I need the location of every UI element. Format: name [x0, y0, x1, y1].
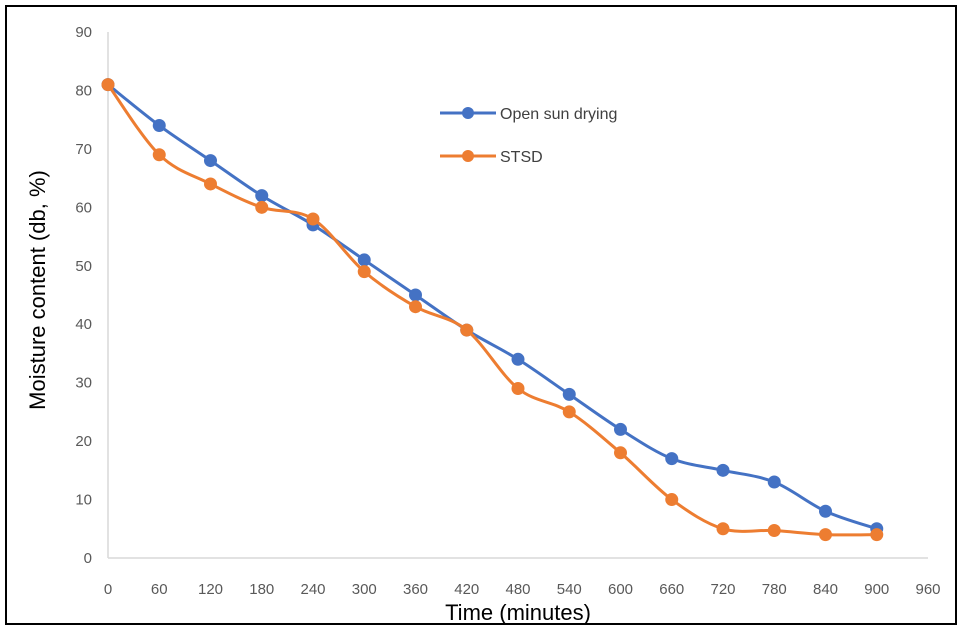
y-tick-label: 60 [75, 199, 92, 216]
x-tick-label: 720 [710, 581, 735, 598]
data-point-open-sun-drying [716, 463, 730, 477]
series-open-sun-drying [101, 78, 884, 536]
x-tick-label: 300 [352, 581, 377, 598]
x-tick-labels: 0 60 120 180 240 300 360 420 480 540 600 660 720 780 8… [104, 581, 941, 598]
x-tick-label: 540 [557, 581, 582, 598]
axes [107, 32, 928, 559]
x-tick-label: 960 [915, 581, 940, 598]
data-point-stsd [204, 177, 217, 191]
series-line-stsd [106, 83, 877, 537]
y-axis-title: Moisture content (db, %) [25, 170, 50, 410]
data-point-open-sun-drying [357, 253, 371, 267]
series-line-open-sun-drying [107, 83, 878, 531]
x-tick-label: 900 [864, 581, 889, 598]
data-point-stsd [460, 323, 474, 337]
y-tick-label: 70 [75, 141, 92, 158]
x-tick-label: 120 [198, 581, 223, 598]
data-point-open-sun-drying [204, 154, 217, 168]
legend-label-open-sun-drying: Open sun drying [500, 106, 617, 123]
x-tick-label: 240 [300, 581, 325, 598]
legend-entry-stsd: STSD [440, 149, 543, 166]
chart-frame [5, 5, 957, 625]
y-tick-label: 30 [75, 375, 92, 392]
x-tick-label: 0 [104, 581, 112, 598]
data-point-stsd [152, 148, 166, 162]
data-point-stsd [101, 78, 115, 92]
x-tick-label: 840 [813, 581, 838, 598]
legend-marker-open-sun-drying [462, 107, 474, 119]
y-tick-label: 90 [75, 24, 92, 41]
data-point-open-sun-drying [767, 475, 781, 489]
data-point-open-sun-drying [511, 352, 525, 366]
data-point-open-sun-drying [614, 422, 627, 436]
y-tick-label: 0 [84, 550, 92, 567]
legend-entry-open-sun-drying: Open sun drying [440, 106, 617, 123]
x-tick-label: 480 [505, 581, 530, 598]
data-point-stsd [665, 493, 679, 507]
y-tick-label: 80 [75, 82, 92, 99]
data-point-stsd [409, 300, 422, 314]
data-point-stsd [870, 528, 884, 542]
x-tick-label: 360 [403, 581, 428, 598]
data-point-open-sun-drying [562, 387, 576, 401]
data-point-stsd [716, 522, 730, 536]
series-layer [101, 78, 884, 542]
data-point-open-sun-drying [665, 452, 679, 466]
y-tick-label: 50 [75, 258, 92, 275]
x-tick-label: 660 [659, 581, 684, 598]
y-tick-label: 40 [75, 316, 92, 333]
y-tick-label: 10 [75, 492, 92, 509]
data-point-open-sun-drying [152, 119, 166, 133]
x-axis-title: Time (minutes) [445, 600, 591, 625]
data-point-stsd [819, 528, 832, 542]
legend-label-stsd: STSD [500, 149, 543, 166]
data-point-open-sun-drying [255, 189, 269, 203]
data-point-stsd [357, 265, 371, 279]
data-point-stsd [562, 405, 576, 419]
x-tick-label: 420 [454, 581, 479, 598]
data-point-open-sun-drying [409, 288, 422, 302]
y-tick-labels: 0 10 20 30 40 50 60 70 80 90 [75, 24, 92, 567]
legend: Open sun drying STSD [440, 106, 617, 166]
legend-marker-stsd [462, 150, 474, 162]
data-point-stsd [614, 446, 627, 460]
x-tick-label: 60 [151, 581, 168, 598]
x-tick-label: 780 [762, 581, 787, 598]
data-point-stsd [511, 382, 525, 396]
data-point-stsd [767, 524, 781, 538]
x-tick-label: 600 [608, 581, 633, 598]
data-point-stsd [255, 200, 269, 214]
series-stsd [101, 78, 884, 542]
x-tick-label: 180 [249, 581, 274, 598]
data-point-stsd [306, 212, 320, 226]
data-point-open-sun-drying [819, 504, 832, 518]
y-tick-label: 20 [75, 433, 92, 450]
